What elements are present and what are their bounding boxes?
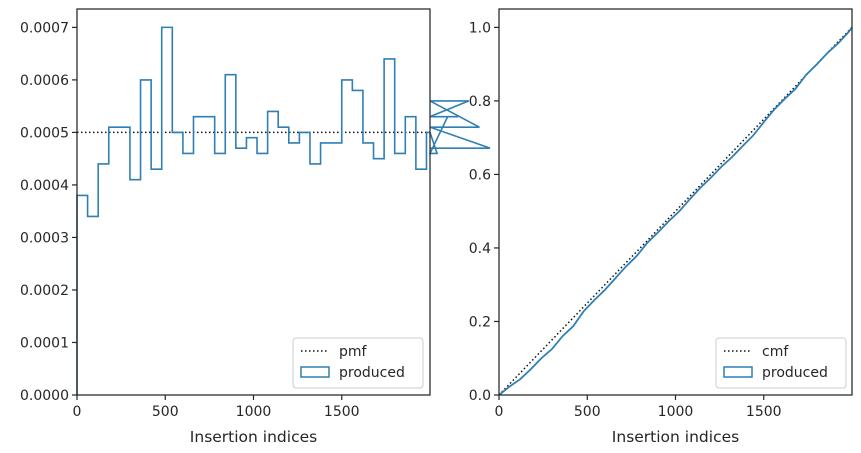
pmf-histogram-panel: 0 500 1000 15000.00000.00010.00020.00030.00… xyxy=(20,8,491,446)
axes-frame xyxy=(76,8,431,396)
x-tick-label: 1000 xyxy=(236,404,272,420)
x-tick-label: 0 xyxy=(73,404,82,420)
plot-area xyxy=(76,26,491,395)
legend-label-pmf: pmf xyxy=(339,344,368,360)
y-tick-label: 1.0 xyxy=(469,20,491,36)
y-tick-label: 0.6 xyxy=(469,167,491,183)
x-axis-label: Insertion indices xyxy=(612,428,739,446)
y-tick-label: 0.0 xyxy=(469,388,491,404)
x-tick-label: 500 xyxy=(152,404,179,420)
produced-step-line xyxy=(76,26,491,395)
y-tick-label: 0.0002 xyxy=(20,283,69,299)
y-tick-label: 0.4 xyxy=(469,241,491,257)
x-tick-label: 500 xyxy=(574,404,601,420)
axes-frame xyxy=(498,8,853,396)
legend: cmf produced xyxy=(715,337,847,389)
legend-swatch-produced xyxy=(300,366,330,378)
x-tick-label: 1500 xyxy=(746,404,782,420)
x-tick-label: 1000 xyxy=(658,404,694,420)
y-tick-label: 0.0001 xyxy=(20,335,69,351)
y-tick-label: 0.0003 xyxy=(20,230,69,246)
y-tick-label: 0.0004 xyxy=(20,178,69,194)
y-tick-label: 0.0005 xyxy=(20,125,69,141)
y-tick-label: 0.8 xyxy=(469,94,491,110)
y-tick-label: 0.0007 xyxy=(20,20,69,36)
plot-area xyxy=(498,26,853,396)
x-tick-label: 1500 xyxy=(324,404,360,420)
produced-cumulative-line xyxy=(498,26,853,396)
x-axis-label: Insertion indices xyxy=(190,428,317,446)
legend-label-cmf: cmf xyxy=(762,344,789,360)
x-tick-label: 0 xyxy=(495,404,504,420)
cmf-line xyxy=(498,26,853,396)
legend: pmf produced xyxy=(292,337,424,389)
y-tick-label: 0.0006 xyxy=(20,73,69,89)
legend-label-produced: produced xyxy=(762,365,828,381)
cmf-panel: 0 500 1000 1500 0.0 0.2 0.4 0.6 0.8 1.0 Insertion … xyxy=(469,8,853,446)
y-tick-label: 0.2 xyxy=(469,314,491,330)
legend-swatch-produced xyxy=(723,366,753,378)
y-tick-label: 0.0000 xyxy=(20,388,69,404)
legend-label-produced: produced xyxy=(339,365,405,381)
